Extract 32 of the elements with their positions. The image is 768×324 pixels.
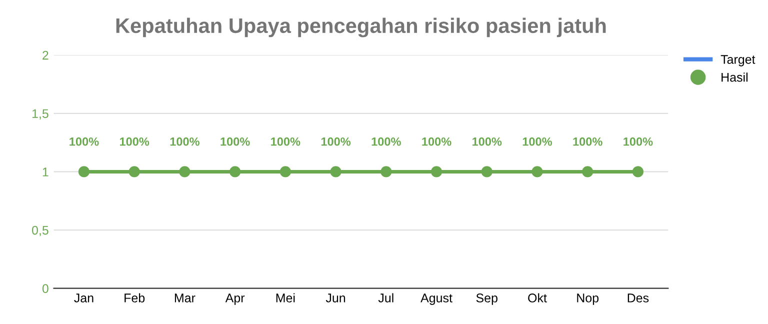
y-tick-label: 0 [42,284,48,294]
data-label: 100% [170,137,200,146]
data-label: 100% [472,137,502,146]
y-tick-label: 0,5 [32,226,48,236]
x-tick-label: Jul [378,293,394,302]
y-tick-label: 1,5 [32,109,48,120]
x-tick-label: Nop [577,294,599,305]
x-tick-label: Mar [174,294,196,302]
data-label: 100% [120,137,150,146]
x-tick-label: Sep [476,294,498,305]
data-label: 100% [573,137,602,146]
x-tick-label: Agust [420,294,452,305]
x-tick-label: Mei [276,293,295,302]
data-label: 100% [321,137,351,146]
data-label: 100% [70,137,99,146]
data-label: 100% [522,137,552,146]
chart-title: Kepatuhan Upaya pencegahan risiko pasien jatuh [116,18,606,38]
data-label: 100% [220,137,250,146]
data-label: 100% [372,137,401,146]
data-label: 100% [422,137,452,146]
y-tick-label: 1 [42,168,48,176]
x-tick-label: Jun [326,294,346,302]
y-tick-label: 2 [42,50,48,60]
data-label: 100% [271,137,300,146]
x-tick-label: Apr [225,294,245,305]
x-tick-label: Des [628,294,649,302]
legend-label: Hasil [722,72,748,82]
data-label: 100% [624,137,653,146]
x-tick-label: Feb [124,293,145,302]
x-tick-label: Okt [528,293,547,302]
x-tick-label: Jan [74,294,94,302]
legend-label: Target [720,55,756,66]
